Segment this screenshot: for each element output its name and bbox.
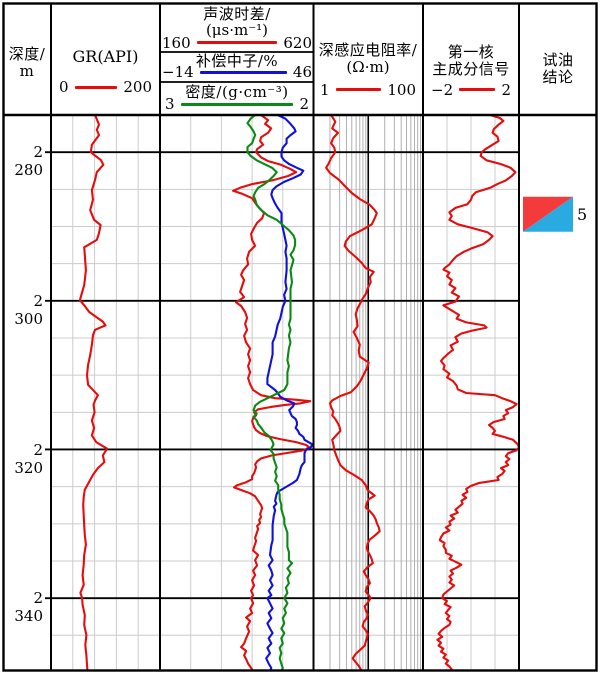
pca-track-title-line1: 第一核 — [447, 43, 495, 61]
ac-min-label: 160 — [162, 33, 191, 52]
den-min-label: 3 — [165, 95, 175, 113]
gr-max-label: 200 — [123, 78, 152, 96]
depth-tick-label-2300: 2 300 — [14, 292, 43, 328]
conclusion-column-title: 试油 结论 — [519, 51, 597, 87]
ac-scale-line — [196, 41, 278, 44]
res-curve — [325, 115, 381, 670]
den-curve — [246, 115, 297, 670]
pca-min-label: −2 — [431, 80, 454, 99]
res-scale-row: 1 100 — [313, 80, 423, 99]
depth-unit: m — [19, 62, 35, 81]
res-max-label: 100 — [387, 80, 416, 99]
gr-scale-line — [74, 85, 118, 89]
pca-scale-line — [459, 88, 496, 91]
den-track-title: 密度/(g·cm⁻³) — [185, 83, 289, 101]
conclusion-title-line1: 试油 — [542, 51, 574, 69]
cnl-scale-line — [199, 70, 287, 74]
gr-curve — [78, 115, 109, 670]
cnl-curve — [265, 115, 314, 670]
depth-tick-label-2280: 2 280 — [14, 143, 43, 179]
res-track-title: 深感应电阻率/ — [318, 41, 418, 59]
conclusion-marker-label: 5 — [577, 205, 588, 224]
ac-scale-row: 160 620 — [160, 33, 314, 52]
cnl-max-label: 46 — [292, 63, 312, 81]
den-scale-row: 3 2 — [160, 95, 314, 113]
pca-track-title-line2: 主成分信号 — [432, 60, 510, 78]
conclusion-title-line2: 结论 — [542, 68, 574, 87]
depth-tick-label-2340: 2 340 — [14, 589, 43, 625]
pca-max-label: 2 — [501, 80, 511, 99]
pca-curve — [436, 115, 519, 670]
conclusion-marker-lower-triangle — [523, 196, 573, 232]
conclusion-marker-upper-triangle — [523, 196, 573, 232]
depth-column-header: 深度/ m — [3, 45, 51, 81]
res-min-label: 1 — [320, 80, 330, 99]
den-scale-line — [180, 102, 294, 106]
cnl-min-label: −14 — [162, 63, 194, 81]
cnl-scale-row: −14 46 — [160, 63, 314, 81]
pca-scale-row: −2 2 — [423, 80, 519, 99]
depth-tick-label-2320: 2 320 — [14, 441, 43, 477]
gr-track-title: GR(API) — [72, 47, 139, 66]
ac-track-title: 声波时差/ — [203, 5, 271, 23]
res-track-unit: (Ω·m) — [346, 58, 390, 76]
cnl-track-title: 补偿中子/% — [195, 52, 279, 70]
res-scale-line — [335, 88, 382, 91]
gr-min-label: 0 — [59, 78, 69, 96]
ac-max-label: 620 — [283, 33, 312, 52]
ac-track-unit: (μs·m⁻¹) — [205, 21, 269, 39]
curves-layer — [78, 115, 519, 670]
gr-scale-row: 0 200 — [51, 78, 160, 96]
den-max-label: 2 — [299, 95, 309, 113]
depth-title: 深度/ — [8, 45, 46, 63]
